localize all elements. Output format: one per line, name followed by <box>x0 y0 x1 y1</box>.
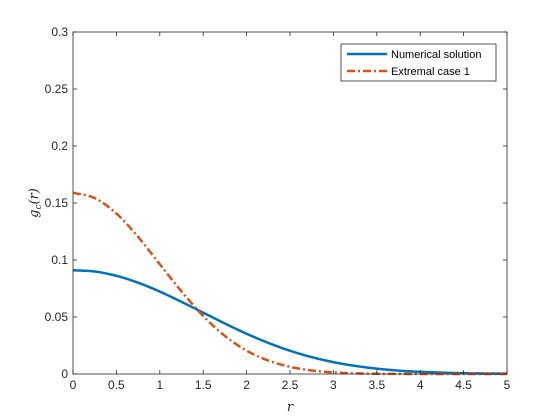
y-tick-label: 0.05 <box>45 310 69 324</box>
legend: Numerical solution Extremal case 1 <box>340 43 497 82</box>
x-axis-label: r <box>287 400 294 415</box>
x-tick-label: 4.5 <box>455 378 472 392</box>
y-tick-label: 0.25 <box>45 82 69 96</box>
y-tick-label: 0.1 <box>51 253 68 267</box>
y-tick-label: 0.2 <box>51 139 68 153</box>
tick-layer: 0 0.5 1 1.5 2 2.5 3 3.5 4 4.5 5 0 0.05 0.1 0.15 0.2 0.25… <box>45 25 511 392</box>
x-tick-label: 1.5 <box>195 378 212 392</box>
y-tick-label: 0.15 <box>45 196 69 210</box>
legend-label-extremal: Extremal case 1 <box>391 66 470 78</box>
x-tick-label: 2 <box>243 378 250 392</box>
legend-label-numerical: Numerical solution <box>391 49 481 61</box>
x-tick-label: 5 <box>504 378 511 392</box>
svg-text:gc(r): gc(r) <box>27 188 44 218</box>
y-axis-label: gc(r) <box>27 188 44 218</box>
legend-box <box>340 43 497 82</box>
x-tick-label: 4 <box>417 378 424 392</box>
x-tick-label: 0 <box>70 378 77 392</box>
plot-area <box>73 32 507 374</box>
series-line-numerical-solution <box>72 269 508 375</box>
y-tick-label: 0 <box>61 367 68 381</box>
x-tick-label: 3.5 <box>368 378 385 392</box>
x-tick-label: 0.5 <box>108 378 125 392</box>
series-layer <box>72 191 508 376</box>
series-line-extremal-case-1 <box>72 191 507 376</box>
x-tick-label: 2.5 <box>282 378 299 392</box>
x-tick-label: 3 <box>330 378 337 392</box>
y-tick-label: 0.3 <box>51 25 68 39</box>
x-tick-label: 1 <box>156 378 163 392</box>
